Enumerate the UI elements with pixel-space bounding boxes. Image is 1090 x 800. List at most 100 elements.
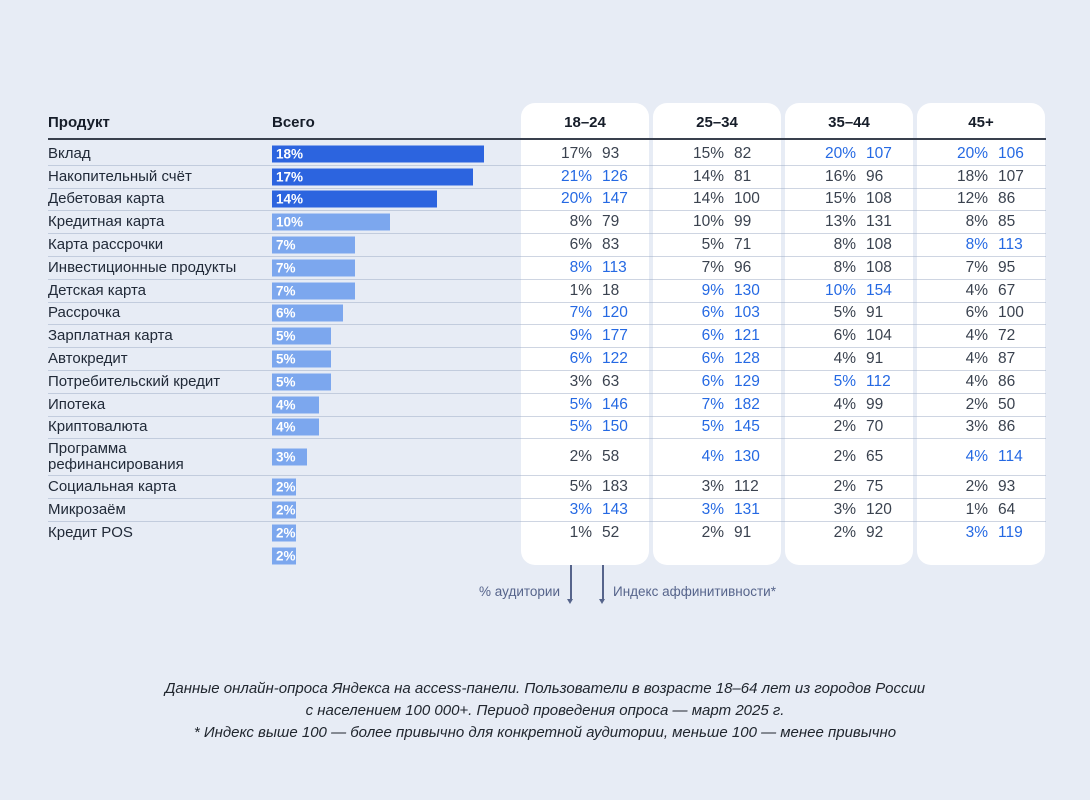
product-name (48, 554, 269, 558)
audience-percent: 20% (956, 144, 988, 162)
audience-percent: 5% (833, 304, 856, 322)
affinity-index: 92 (866, 524, 884, 542)
audience-percent: 3% (833, 501, 856, 519)
age-group-values-2: 13% 131 (776, 213, 892, 231)
product-name: Кредит POS (48, 524, 133, 542)
audience-percent: 4% (833, 395, 856, 413)
total-bar-track: 4% (272, 418, 320, 436)
total-bar: 17% (272, 168, 473, 186)
table-row: Автокредит 5% 6% 122 6% 128 4% 91 4% 87 (48, 348, 1046, 371)
age-header-18-24: 18–24 (564, 114, 606, 131)
product-name: Криптовалюта (48, 418, 148, 436)
total-percent-label: 2% (276, 525, 296, 541)
affinity-index: 95 (998, 258, 1016, 276)
age-column-card-45plus (917, 103, 1045, 565)
total-percent-label: 2% (276, 548, 296, 564)
total-bar-track: 3% (272, 448, 308, 466)
age-group-values-2: 8% 108 (776, 259, 892, 277)
affinity-index: 91 (866, 350, 884, 368)
total-bar: 2% (272, 547, 296, 565)
total-percent-label: 5% (276, 351, 296, 367)
affinity-index: 75 (866, 478, 884, 496)
audience-percent: 3% (701, 501, 724, 519)
table-row: Микрозаём 2% 3% 143 3% 131 3% 120 1% 64 (48, 499, 1046, 522)
total-bar: 3% (272, 448, 308, 466)
affinity-index: 58 (602, 448, 620, 466)
affinity-index: 108 (866, 258, 892, 276)
audience-percent: 6% (701, 372, 724, 390)
audience-percent: 5% (833, 372, 856, 390)
age-header-25-34: 25–34 (696, 114, 738, 131)
affinity-legend-label: Индекс аффинитивности* (613, 584, 776, 599)
audience-percent: 4% (701, 448, 724, 466)
audience-percent: 7% (965, 258, 988, 276)
audience-percent: 8% (965, 213, 988, 231)
age-group-values-0: 8% 113 (512, 259, 627, 277)
affinity-index: 91 (734, 524, 752, 542)
affinity-index: 86 (998, 190, 1016, 208)
audience-percent: 15% (824, 190, 856, 208)
audience-percent: 14% (692, 190, 724, 208)
total-bar-track: 17% (272, 168, 473, 186)
age-group-values-1: 14% 81 (644, 168, 751, 186)
affinity-index: 129 (734, 372, 760, 390)
age-group-values-2: 15% 108 (776, 190, 892, 208)
audience-percent: 4% (965, 327, 988, 345)
total-percent-label: 14% (276, 191, 304, 207)
footnote-line-2: с населением 100 000+. Период проведения… (305, 702, 785, 719)
affinity-index: 131 (734, 501, 760, 519)
age-group-values-3: 8% 113 (908, 236, 1023, 254)
age-group-values-3: 2% 93 (908, 478, 1016, 496)
age-group-values-2: 4% 99 (776, 395, 884, 414)
total-bar-track: 7% (272, 236, 355, 254)
footnote: Данные онлайн-опроса Яндекса на access-п… (0, 678, 1090, 744)
affinity-index: 85 (998, 213, 1016, 231)
affinity-index: 143 (602, 501, 628, 519)
table-rows: Вклад 18% 17% 93 15% 82 20% 107 20% 106 Накопит… (48, 140, 1046, 568)
age-group-values-1: 14% 100 (644, 190, 760, 208)
age-group-values-3: 18% 107 (908, 168, 1024, 186)
affinity-index: 128 (734, 350, 760, 368)
age-group-values-1: 5% 71 (644, 236, 752, 254)
affinity-index: 72 (998, 327, 1016, 345)
age-group-values-3: 3% 86 (908, 418, 1016, 436)
audience-percent: 8% (833, 258, 856, 276)
footnote-line-3: * Индекс выше 100 — более привычно для к… (193, 724, 897, 741)
total-bar: 2% (272, 524, 296, 542)
total-bar-track: 18% (272, 145, 485, 163)
age-group-values-0: 5% 146 (512, 396, 628, 414)
total-bar-track: 5% (272, 327, 331, 345)
affinity-index: 183 (602, 478, 628, 496)
audience-percent: 5% (701, 236, 724, 254)
affinity-index: 93 (602, 144, 620, 162)
age-group-values-2: 2% 75 (776, 478, 884, 496)
audience-percent: 5% (569, 418, 592, 436)
table-row: Потребительский кредит 5% 3% 63 6% 129 5% 112… (48, 371, 1046, 394)
age-group-values-0: 6% 122 (512, 350, 628, 368)
total-bar-track: 14% (272, 190, 438, 208)
affinity-index: 91 (866, 304, 884, 322)
age-group-values-1: 9% 130 (644, 282, 760, 300)
audience-percent: 6% (701, 304, 724, 322)
affinity-index: 108 (866, 190, 892, 208)
age-group-values-2: 16% 96 (776, 168, 883, 186)
total-bar-track: 7% (272, 259, 355, 277)
total-bar: 6% (272, 304, 343, 322)
age-group-values-2: 2% 92 (776, 524, 884, 542)
affinity-index: 150 (602, 418, 628, 436)
affinity-index: 64 (998, 501, 1016, 519)
total-bar: 2% (272, 501, 296, 519)
total-bar: 14% (272, 190, 438, 208)
audience-percent: 6% (701, 327, 724, 345)
footnote-line-1: Данные онлайн-опроса Яндекса на access-п… (164, 680, 926, 697)
affinity-index: 100 (998, 304, 1024, 322)
age-group-values-1: 6% 121 (644, 327, 760, 345)
age-group-values-0: 3% 63 (512, 373, 620, 391)
table-row: Ипотека 4% 5% 146 7% 182 4% 99 2% 50 (48, 394, 1046, 417)
affinity-index: 113 (602, 258, 627, 276)
audience-percent: 8% (569, 213, 592, 231)
affinity-index: 96 (866, 167, 884, 185)
audience-percent: 1% (569, 524, 592, 542)
total-percent-label: 18% (276, 146, 304, 162)
affinity-index: 112 (866, 372, 891, 390)
